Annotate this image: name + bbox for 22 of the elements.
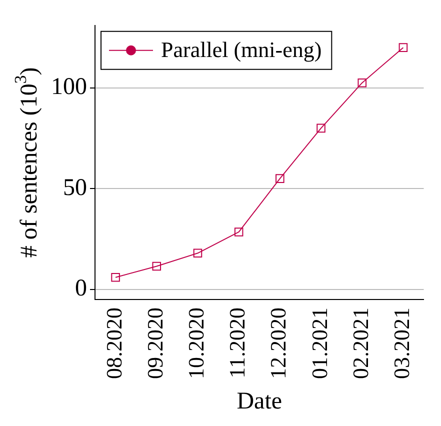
x-tick-label: 09.2020	[142, 308, 168, 379]
y-tick-label: 50	[63, 174, 87, 201]
x-tick-label: 02.2021	[348, 308, 373, 379]
point	[398, 43, 408, 52]
x-tick-label: 12.2020	[266, 308, 291, 379]
x-tick-label: 11.2020	[224, 308, 250, 378]
y-tick-label: 100	[51, 74, 87, 100]
x-tick-label: 10.2020	[184, 308, 209, 379]
point	[276, 174, 284, 183]
point	[111, 272, 120, 282]
point	[316, 124, 326, 133]
x-axis-title: Date	[236, 388, 282, 414]
legend-label: Parallel (mni-eng)	[161, 37, 322, 62]
point	[193, 248, 202, 258]
x-tick-label: 03.2021	[388, 308, 414, 379]
x-tick-label: 01.2021	[306, 308, 332, 379]
point	[358, 78, 366, 88]
point	[234, 228, 244, 236]
x-tick-label: 08.2020	[101, 308, 126, 379]
point	[152, 262, 162, 271]
y-tick-label: 0	[75, 276, 87, 302]
y-axis-title: # of sentences (103)	[11, 67, 42, 258]
